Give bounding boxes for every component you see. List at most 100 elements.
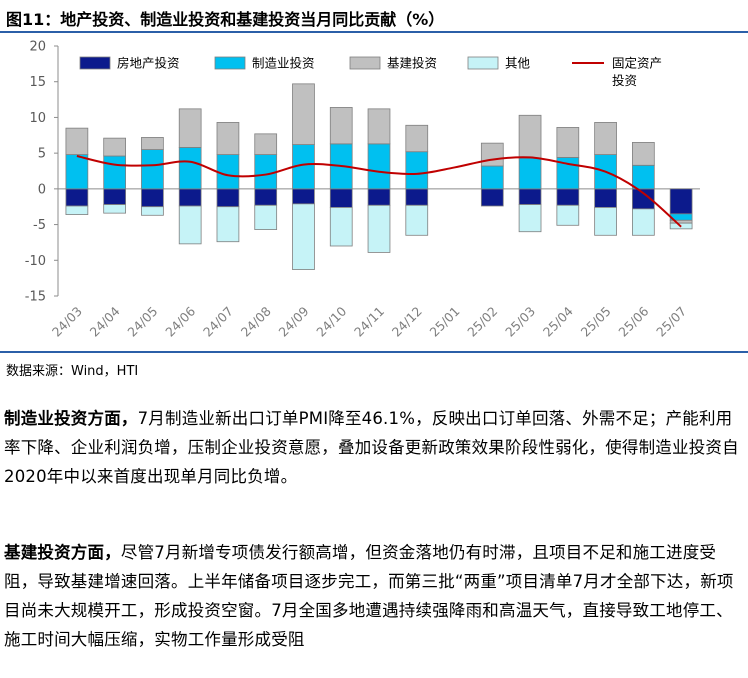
- bar-制造业投资: [632, 164, 655, 190]
- paragraph-lead: 基建投资方面，: [4, 543, 121, 562]
- bar-基建投资: [405, 124, 429, 153]
- y-tick-label: 0: [38, 182, 46, 197]
- bar-基建投资: [367, 108, 391, 145]
- x-tick-label: 24/07: [200, 304, 236, 340]
- bar-房地产投资: [480, 188, 504, 207]
- bottom-divider: [0, 351, 748, 353]
- y-tick-label: -10: [25, 254, 46, 269]
- x-tick-label: 24/10: [313, 303, 349, 339]
- paragraph-manufacturing: 制造业投资方面，7月制造业新出口订单PMI降至46.1%，反映出口订单回落、外需…: [4, 404, 744, 491]
- bar-其他: [292, 203, 315, 270]
- legend-label: 房地产投资: [117, 56, 180, 71]
- bar-房地产投资: [141, 188, 164, 208]
- x-tick-label: 24/06: [162, 303, 198, 339]
- x-tick-label: 24/08: [238, 303, 274, 339]
- bar-其他: [329, 207, 353, 247]
- bar-基建投资: [178, 108, 202, 148]
- bar-制造业投资: [405, 151, 429, 190]
- x-tick-label: 25/01: [427, 304, 463, 340]
- bar-基建投资: [518, 114, 542, 159]
- paragraph-body: 7月制造业新出口订单PMI降至46.1%，反映出口订单回落、外需不足；产能利用率…: [4, 409, 739, 486]
- paragraph-infrastructure: 基建投资方面，尽管7月新增专项债发行额高增，但资金落地仍有时滞，且项目不足和施工…: [4, 538, 744, 654]
- figure-title: 图11：地产投资、制造业投资和基建投资当月同比贡献（%）: [6, 10, 445, 29]
- bar-其他: [518, 204, 542, 233]
- data-source: 数据来源：Wind，HTI: [6, 364, 139, 379]
- bar-其他: [632, 208, 655, 236]
- legend-label: 其他: [505, 56, 531, 71]
- bar-其他: [556, 204, 580, 226]
- bar-房地产投资: [405, 188, 429, 206]
- bar-其他: [103, 204, 126, 214]
- bar-房地产投资: [594, 188, 617, 208]
- bar-基建投资: [556, 127, 580, 158]
- legend-label: 固定资产: [612, 56, 662, 71]
- bar-房地产投资: [669, 188, 693, 215]
- bar-基建投资: [292, 83, 315, 145]
- bar-制造业投资: [518, 157, 542, 190]
- x-tick-label: 24/11: [351, 304, 387, 340]
- bar-基建投资: [216, 122, 240, 155]
- x-tick-label: 24/03: [49, 304, 85, 340]
- y-tick-label: 20: [29, 40, 46, 55]
- bar-其他: [594, 207, 617, 236]
- x-tick-label: 24/04: [87, 303, 123, 339]
- bar-制造业投资: [141, 149, 164, 190]
- bar-其他: [367, 204, 391, 253]
- bar-制造业投资: [103, 155, 126, 190]
- bar-其他: [141, 206, 164, 216]
- paragraph-body: 尽管7月新增专项债发行额高增，但资金落地仍有时滞，且项目不足和施工进度受阻，导致…: [4, 543, 734, 649]
- bar-其他: [216, 206, 240, 243]
- y-tick-label: -15: [25, 290, 46, 305]
- x-tick-label: 25/02: [464, 304, 500, 340]
- bar-房地产投资: [65, 188, 89, 207]
- bar-房地产投资: [103, 188, 126, 205]
- legend-swatch: [467, 56, 499, 70]
- bar-其他: [254, 204, 278, 230]
- x-tick-label: 24/12: [389, 304, 425, 340]
- bar-其他: [178, 205, 202, 245]
- legend-swatch: [349, 56, 381, 70]
- bar-基建投资: [65, 127, 89, 155]
- bar-制造业投资: [65, 154, 89, 190]
- line-fixed-asset-investment: [76, 155, 682, 228]
- legend-label: 投资: [612, 73, 637, 88]
- bar-房地产投资: [329, 188, 353, 208]
- bar-房地产投资: [254, 188, 278, 206]
- bar-房地产投资: [216, 188, 240, 208]
- legend-swatch: [79, 56, 111, 70]
- bar-制造业投资: [216, 154, 240, 190]
- bar-房地产投资: [178, 188, 202, 207]
- legend-label: 制造业投资: [252, 56, 315, 71]
- bar-制造业投资: [254, 154, 278, 190]
- bar-房地产投资: [518, 188, 542, 205]
- bar-制造业投资: [480, 165, 504, 190]
- x-tick-label: 25/07: [653, 304, 689, 340]
- x-tick-label: 25/04: [540, 303, 576, 339]
- bar-其他: [405, 204, 429, 236]
- bar-基建投资: [480, 142, 504, 167]
- top-divider: [0, 31, 748, 33]
- y-tick-label: 10: [29, 111, 46, 126]
- bar-房地产投资: [292, 188, 315, 205]
- x-tick-label: 24/05: [124, 304, 160, 340]
- bar-其他: [65, 205, 89, 215]
- x-tick-label: 25/03: [502, 304, 538, 340]
- paragraph-lead: 制造业投资方面，: [4, 409, 138, 428]
- bar-基建投资: [103, 137, 126, 157]
- figure-header: 图11：地产投资、制造业投资和基建投资当月同比贡献（%）: [0, 0, 748, 36]
- x-tick-label: 25/06: [615, 303, 651, 339]
- bar-基建投资: [632, 142, 655, 166]
- y-tick-label: -5: [33, 218, 46, 233]
- bar-基建投资: [254, 133, 278, 155]
- bar-基建投资: [141, 137, 164, 150]
- bar-房地产投资: [367, 188, 391, 206]
- bar-基建投资: [329, 107, 353, 145]
- y-tick-label: 15: [29, 75, 46, 90]
- x-tick-label: 25/05: [578, 304, 614, 340]
- bar-制造业投资: [178, 147, 202, 190]
- legend-label: 基建投资: [387, 56, 437, 71]
- legend-swatch: [214, 56, 246, 70]
- y-tick-label: 5: [38, 147, 46, 162]
- bar-基建投资: [594, 122, 617, 155]
